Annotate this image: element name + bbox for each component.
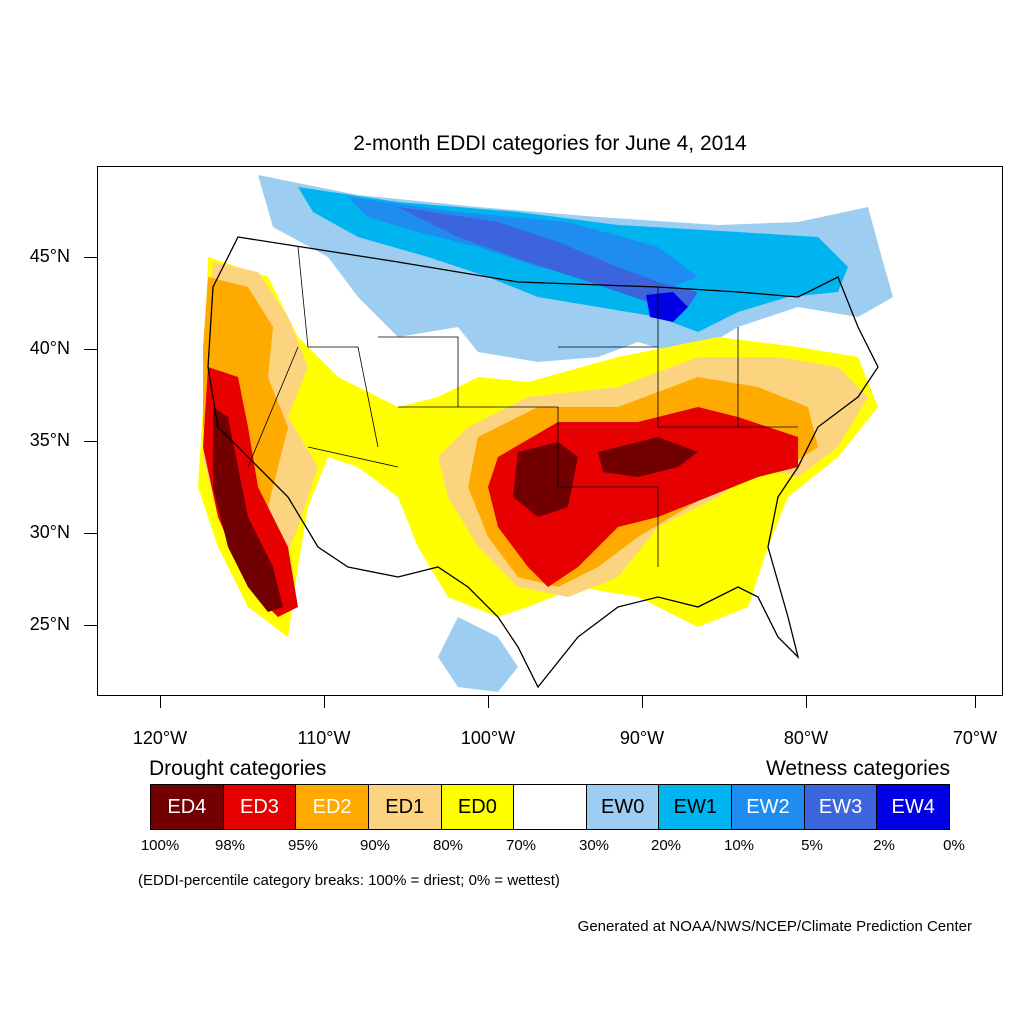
lat-tick bbox=[84, 257, 97, 258]
lon-label-80w: 80°W bbox=[783, 728, 829, 748]
map-frame bbox=[97, 166, 1003, 696]
legend-cell-ed4: ED4 bbox=[151, 785, 223, 829]
break-label: 70% bbox=[505, 837, 537, 854]
break-label: 0% bbox=[943, 837, 965, 854]
lat-label-45: 45°N bbox=[29, 246, 70, 266]
break-label: 10% bbox=[723, 837, 755, 854]
break-label: 95% bbox=[287, 837, 319, 854]
lat-tick bbox=[84, 533, 97, 534]
legend-cell-ed3: ED3 bbox=[222, 785, 296, 829]
wetness-categories-heading: Wetness categories bbox=[765, 757, 950, 780]
break-label: 98% bbox=[214, 837, 246, 854]
lon-label-100w: 100°W bbox=[460, 728, 516, 748]
lat-label-40: 40°N bbox=[29, 338, 70, 358]
break-label: 5% bbox=[801, 837, 823, 854]
legend-cell-ed2: ED2 bbox=[295, 785, 368, 829]
legend-cell-ed0: ED0 bbox=[440, 785, 514, 829]
lon-label-90w: 90°W bbox=[619, 728, 665, 748]
lat-tick bbox=[84, 625, 97, 626]
break-label: 30% bbox=[578, 837, 610, 854]
state-line bbox=[247, 246, 798, 567]
lon-label-120w: 120°W bbox=[132, 728, 188, 748]
lat-tick bbox=[84, 349, 97, 350]
eddi-map bbox=[198, 175, 893, 692]
break-label: 80% bbox=[432, 837, 464, 854]
break-label: 100% bbox=[140, 837, 180, 854]
wet-region-south bbox=[438, 617, 518, 692]
lat-label-30: 30°N bbox=[29, 522, 70, 542]
us-outline bbox=[207, 236, 879, 689]
dry-region-ed3 bbox=[203, 367, 798, 617]
legend-cell-ed1: ED1 bbox=[367, 785, 441, 829]
lon-label-110w: 110°W bbox=[297, 728, 351, 748]
lon-label-70w: 70°W bbox=[952, 728, 998, 748]
boundary-lines bbox=[207, 236, 879, 689]
credit-line: Generated at NOAA/NWS/NCEP/Climate Predi… bbox=[577, 918, 972, 935]
wet-region-ew3 bbox=[398, 207, 698, 307]
break-label: 20% bbox=[650, 837, 682, 854]
legend-cell-ew1: EW1 bbox=[658, 785, 732, 829]
category-breaks-note: (EDDI-percentile category breaks: 100% =… bbox=[138, 872, 560, 889]
lat-label-25: 25°N bbox=[29, 614, 70, 634]
break-label: 90% bbox=[359, 837, 391, 854]
break-label: 2% bbox=[873, 837, 895, 854]
map-title: 2-month EDDI categories for June 4, 2014 bbox=[353, 132, 747, 155]
wetness-regions bbox=[258, 175, 893, 692]
dry-region-ed4 bbox=[213, 407, 698, 612]
legend-cell-ew3: EW3 bbox=[803, 785, 877, 829]
wet-region-ew4 bbox=[646, 292, 688, 322]
lon-tick bbox=[160, 696, 161, 708]
legend-cell-ew0: EW0 bbox=[585, 785, 659, 829]
legend-cell-neutral bbox=[513, 785, 586, 829]
legend-color-bar: ED4 ED3 ED2 ED1 ED0 EW0 EW1 EW2 EW3 EW4 bbox=[150, 784, 950, 830]
drought-categories-heading: Drought categories bbox=[149, 757, 327, 780]
lon-tick bbox=[488, 696, 489, 708]
lon-tick bbox=[324, 696, 325, 708]
lat-label-35: 35°N bbox=[29, 430, 70, 450]
lon-tick bbox=[975, 696, 976, 708]
lon-tick bbox=[806, 696, 807, 708]
legend-cell-ew4: EW4 bbox=[876, 785, 950, 829]
lon-tick bbox=[642, 696, 643, 708]
legend-cell-ew2: EW2 bbox=[731, 785, 804, 829]
lat-tick bbox=[84, 441, 97, 442]
drought-regions bbox=[198, 257, 878, 637]
